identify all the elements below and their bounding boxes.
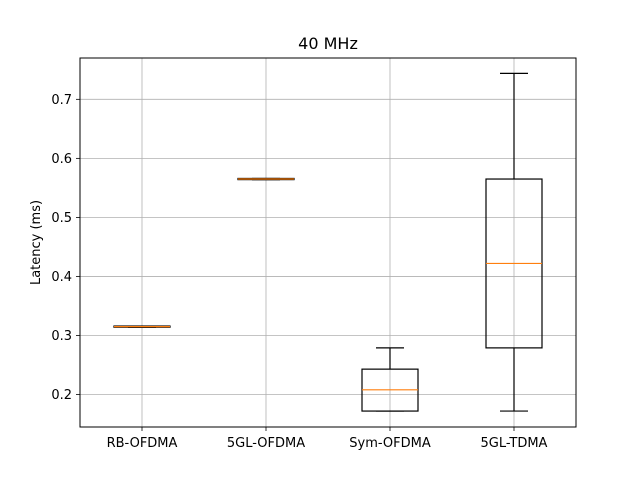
- chart-title: 40 MHz: [298, 34, 358, 53]
- y-tick-label: 0.3: [51, 329, 72, 344]
- box-5gl-tdma: [485, 72, 543, 412]
- x-tick-label: 5GL-OFDMA: [227, 436, 305, 451]
- box-rb-ofdma: [113, 325, 171, 328]
- box-sym-ofdma: [361, 347, 419, 412]
- x-tick-label: Sym-OFDMA: [349, 436, 431, 451]
- box-layer: [113, 72, 543, 412]
- y-tick-label: 0.2: [51, 388, 72, 403]
- x-tick-label: RB-OFDMA: [107, 436, 178, 451]
- x-tick-label: 5GL-TDMA: [481, 436, 548, 451]
- y-tick-label: 0.4: [51, 270, 72, 285]
- y-axis-title: Latency (ms): [29, 200, 44, 285]
- tick-layer: 0.2 0.3 0.4 0.5 0.6 0.7 RB-OFDMA 5GL-OFDMA Sym-O…: [51, 93, 547, 451]
- box-5gl-ofdma: [237, 177, 295, 181]
- y-tick-label: 0.6: [51, 152, 72, 167]
- y-tick-label: 0.5: [51, 211, 72, 226]
- y-tick-label: 0.7: [51, 93, 72, 108]
- plot-area-frame: [79, 57, 577, 428]
